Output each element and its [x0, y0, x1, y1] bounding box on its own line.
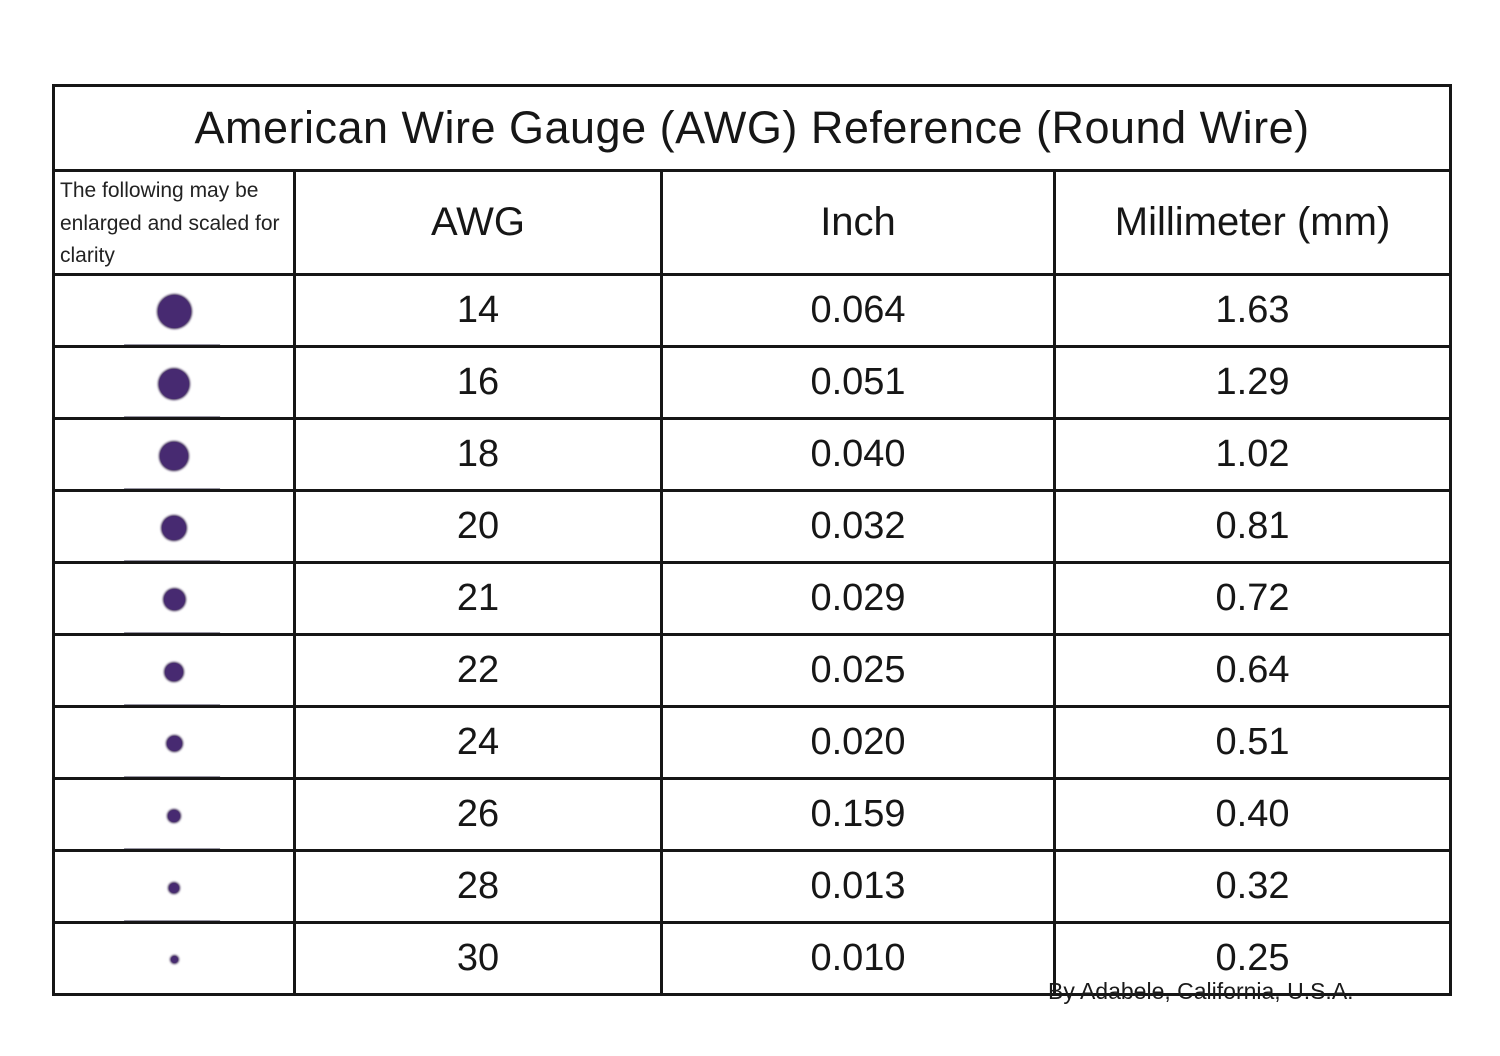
cell-awg: 26	[293, 777, 663, 852]
table-row: 28 0.013 0.32	[52, 849, 1453, 924]
wire-dot	[165, 662, 183, 681]
wire-dot	[157, 295, 191, 329]
cell-awg: 28	[293, 849, 663, 924]
cell-inch: 0.032	[660, 489, 1056, 564]
wire-size-cell	[52, 849, 296, 924]
cell-mm: 0.51	[1052, 705, 1453, 780]
cell-mm: 0.40	[1052, 777, 1453, 852]
cell-awg: 21	[293, 561, 663, 636]
clarity-note: The following may be enlarged and scaled…	[52, 169, 296, 276]
awg-table: American Wire Gauge (AWG) Reference (Rou…	[51, 84, 1453, 996]
wire-size-cell	[52, 273, 296, 348]
wire-size-cell	[52, 489, 296, 564]
table-row: 30 0.010 0.25	[52, 921, 1453, 996]
credit-line: By Adabele, California, U.S.A.	[1048, 978, 1354, 1004]
column-header-awg: AWG	[293, 169, 663, 276]
table-row: 20 0.032 0.81	[52, 489, 1453, 564]
table-row: 22 0.025 0.64	[52, 633, 1453, 708]
cell-inch: 0.029	[660, 561, 1056, 636]
table-row: 26 0.159 0.40	[52, 777, 1453, 852]
cell-mm: 0.25	[1052, 921, 1453, 996]
cell-awg: 22	[293, 633, 663, 708]
cell-inch: 0.159	[660, 777, 1056, 852]
wire-size-cell	[52, 633, 296, 708]
table-row: 16 0.051 1.29	[52, 345, 1453, 420]
table-row: 14 0.064 1.63	[52, 273, 1453, 348]
wire-dot	[168, 809, 180, 822]
cell-awg: 30	[293, 921, 663, 996]
cell-inch: 0.064	[660, 273, 1056, 348]
cell-awg: 18	[293, 417, 663, 492]
cell-mm: 0.64	[1052, 633, 1453, 708]
cell-inch: 0.051	[660, 345, 1056, 420]
cell-awg: 24	[293, 705, 663, 780]
wire-size-cell	[52, 345, 296, 420]
table-title-row: American Wire Gauge (AWG) Reference (Rou…	[51, 84, 1453, 172]
table-header-row: The following may be enlarged and scaled…	[52, 169, 1453, 276]
cell-mm: 1.02	[1052, 417, 1453, 492]
page-title: American Wire Gauge (AWG) Reference (Rou…	[51, 84, 1453, 172]
cell-awg: 16	[293, 345, 663, 420]
cell-mm: 0.32	[1052, 849, 1453, 924]
cell-mm: 0.81	[1052, 489, 1453, 564]
cell-awg: 14	[293, 273, 663, 348]
wire-dot	[159, 368, 189, 399]
wire-size-cell	[52, 777, 296, 852]
wire-dot	[166, 736, 182, 752]
wire-dot	[169, 882, 179, 893]
wire-size-cell	[52, 921, 296, 996]
cell-inch: 0.040	[660, 417, 1056, 492]
wire-size-cell	[52, 417, 296, 492]
wire-dot	[163, 589, 185, 611]
wire-dot	[162, 515, 186, 540]
cell-mm: 1.63	[1052, 273, 1453, 348]
cell-mm: 1.29	[1052, 345, 1453, 420]
cell-inch: 0.013	[660, 849, 1056, 924]
table-row: 18 0.040 1.02	[52, 417, 1453, 492]
cell-mm: 0.72	[1052, 561, 1453, 636]
wire-size-cell	[52, 561, 296, 636]
cell-inch: 0.025	[660, 633, 1056, 708]
column-header-mm: Millimeter (mm)	[1052, 169, 1453, 276]
cell-inch: 0.010	[660, 921, 1056, 996]
cell-awg: 20	[293, 489, 663, 564]
wire-dot	[170, 956, 178, 964]
cell-inch: 0.020	[660, 705, 1056, 780]
column-header-inch: Inch	[660, 169, 1056, 276]
wire-size-cell	[52, 705, 296, 780]
table-row: 21 0.029 0.72	[52, 561, 1453, 636]
wire-dot	[160, 441, 188, 470]
table-row: 24 0.020 0.51	[52, 705, 1453, 780]
